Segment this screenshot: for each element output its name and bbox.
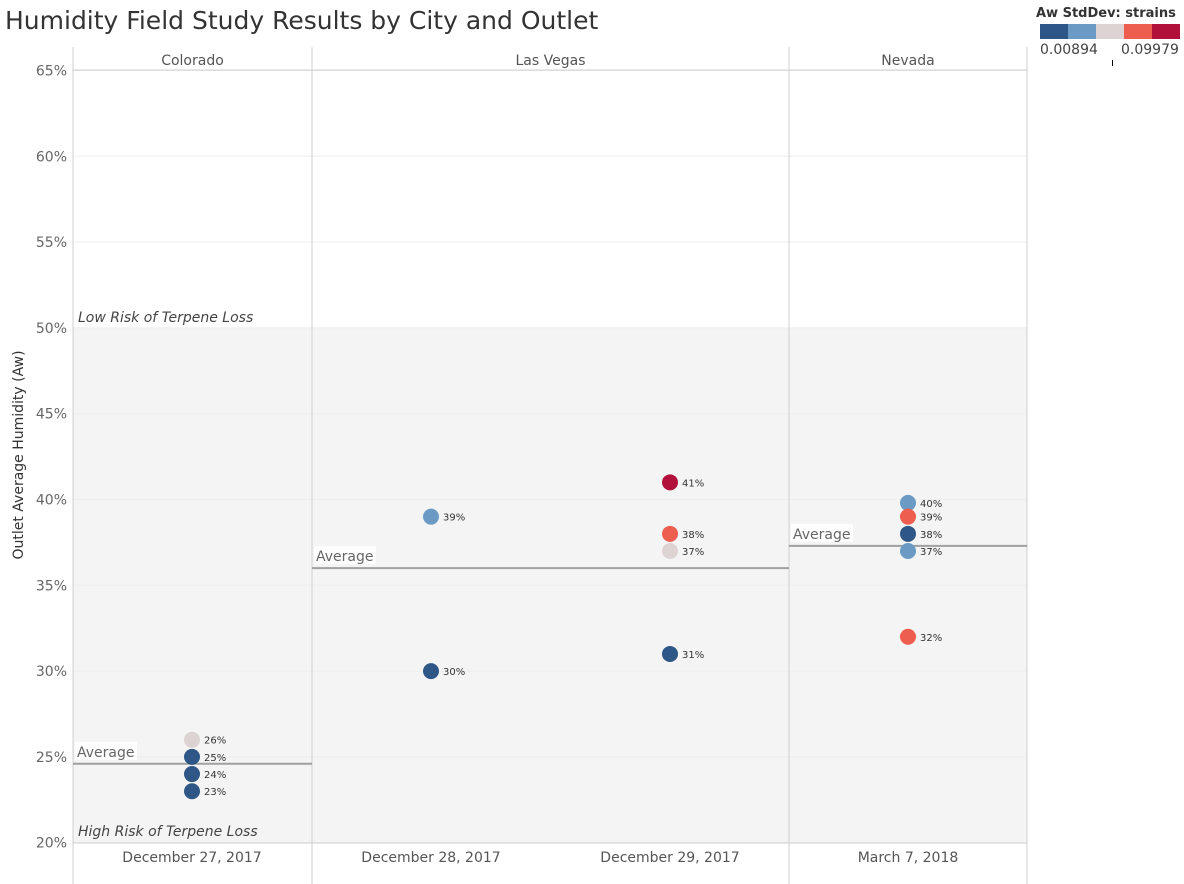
data-label: 39% [443, 513, 465, 524]
x-tick-label: December 29, 2017 [600, 850, 739, 866]
y-tick-label: 35% [36, 578, 67, 594]
data-point[interactable] [662, 645, 678, 662]
data-label: 32% [920, 633, 942, 644]
data-point[interactable] [184, 731, 200, 748]
panel-header: Las Vegas [516, 53, 586, 69]
y-tick-label: 25% [36, 750, 67, 766]
data-point[interactable] [184, 766, 200, 783]
y-axis-title: Outlet Average Humidity (Aw) [11, 350, 27, 559]
legend-swatch [1068, 24, 1096, 39]
legend-max-label: 0.09979 [1121, 42, 1179, 58]
average-label-bg [314, 546, 376, 565]
data-point[interactable] [900, 494, 916, 511]
data-point[interactable] [900, 628, 916, 645]
average-label: Average [316, 549, 374, 565]
y-tick-label: 45% [36, 407, 67, 423]
color-legend[interactable]: Aw StdDev: strains 0.00894 0.09979 [1030, 6, 1182, 66]
data-label: 40% [920, 499, 942, 510]
y-tick-label: 40% [36, 493, 67, 509]
data-point[interactable] [662, 474, 678, 491]
data-label: 23% [204, 787, 226, 798]
data-label: 38% [920, 530, 942, 541]
data-point[interactable] [184, 748, 200, 765]
data-point[interactable] [662, 542, 678, 559]
high-risk-annotation: High Risk of Terpene Loss [78, 824, 258, 840]
average-label: Average [793, 527, 851, 543]
data-label: 41% [682, 478, 704, 489]
y-tick-label: 20% [36, 836, 67, 852]
y-tick-label: 65% [36, 64, 67, 80]
data-point[interactable] [184, 783, 200, 800]
average-label-bg [791, 523, 853, 542]
x-tick-label: December 27, 2017 [122, 850, 261, 866]
legend-swatch [1096, 24, 1124, 39]
low-risk-annotation: Low Risk of Terpene Loss [78, 310, 253, 326]
page-title: Humidity Field Study Results by City and… [5, 6, 599, 35]
legend-color-ramp[interactable] [1040, 24, 1180, 39]
data-label: 39% [920, 513, 942, 524]
panel-header: Nevada [881, 53, 934, 69]
legend-title: Aw StdDev: strains [1036, 6, 1176, 21]
data-label: 38% [682, 530, 704, 541]
y-tick-label: 50% [36, 321, 67, 337]
average-label: Average [77, 745, 135, 761]
data-label: 25% [204, 753, 226, 764]
data-point[interactable] [423, 508, 439, 525]
data-label: 31% [682, 650, 704, 661]
data-point[interactable] [900, 542, 916, 559]
y-tick-label: 30% [36, 664, 67, 680]
x-tick-label: March 7, 2018 [858, 850, 959, 866]
data-label: 26% [204, 736, 226, 747]
legend-min-label: 0.00894 [1040, 42, 1098, 58]
data-label: 24% [204, 770, 226, 781]
legend-swatch [1124, 24, 1152, 39]
data-point[interactable] [423, 663, 439, 680]
legend-swatch [1040, 24, 1068, 39]
data-label: 37% [682, 547, 704, 558]
data-point[interactable] [662, 525, 678, 542]
y-tick-label: 55% [36, 235, 67, 251]
data-point[interactable] [900, 508, 916, 525]
legend-swatch [1152, 24, 1180, 39]
data-label: 30% [443, 667, 465, 678]
data-point[interactable] [900, 525, 916, 542]
panel-header: Colorado [161, 53, 224, 69]
x-tick-label: December 28, 2017 [361, 850, 500, 866]
average-label-bg [75, 741, 137, 760]
data-label: 37% [920, 547, 942, 558]
legend-tick [1112, 60, 1113, 66]
y-tick-label: 60% [36, 149, 67, 165]
